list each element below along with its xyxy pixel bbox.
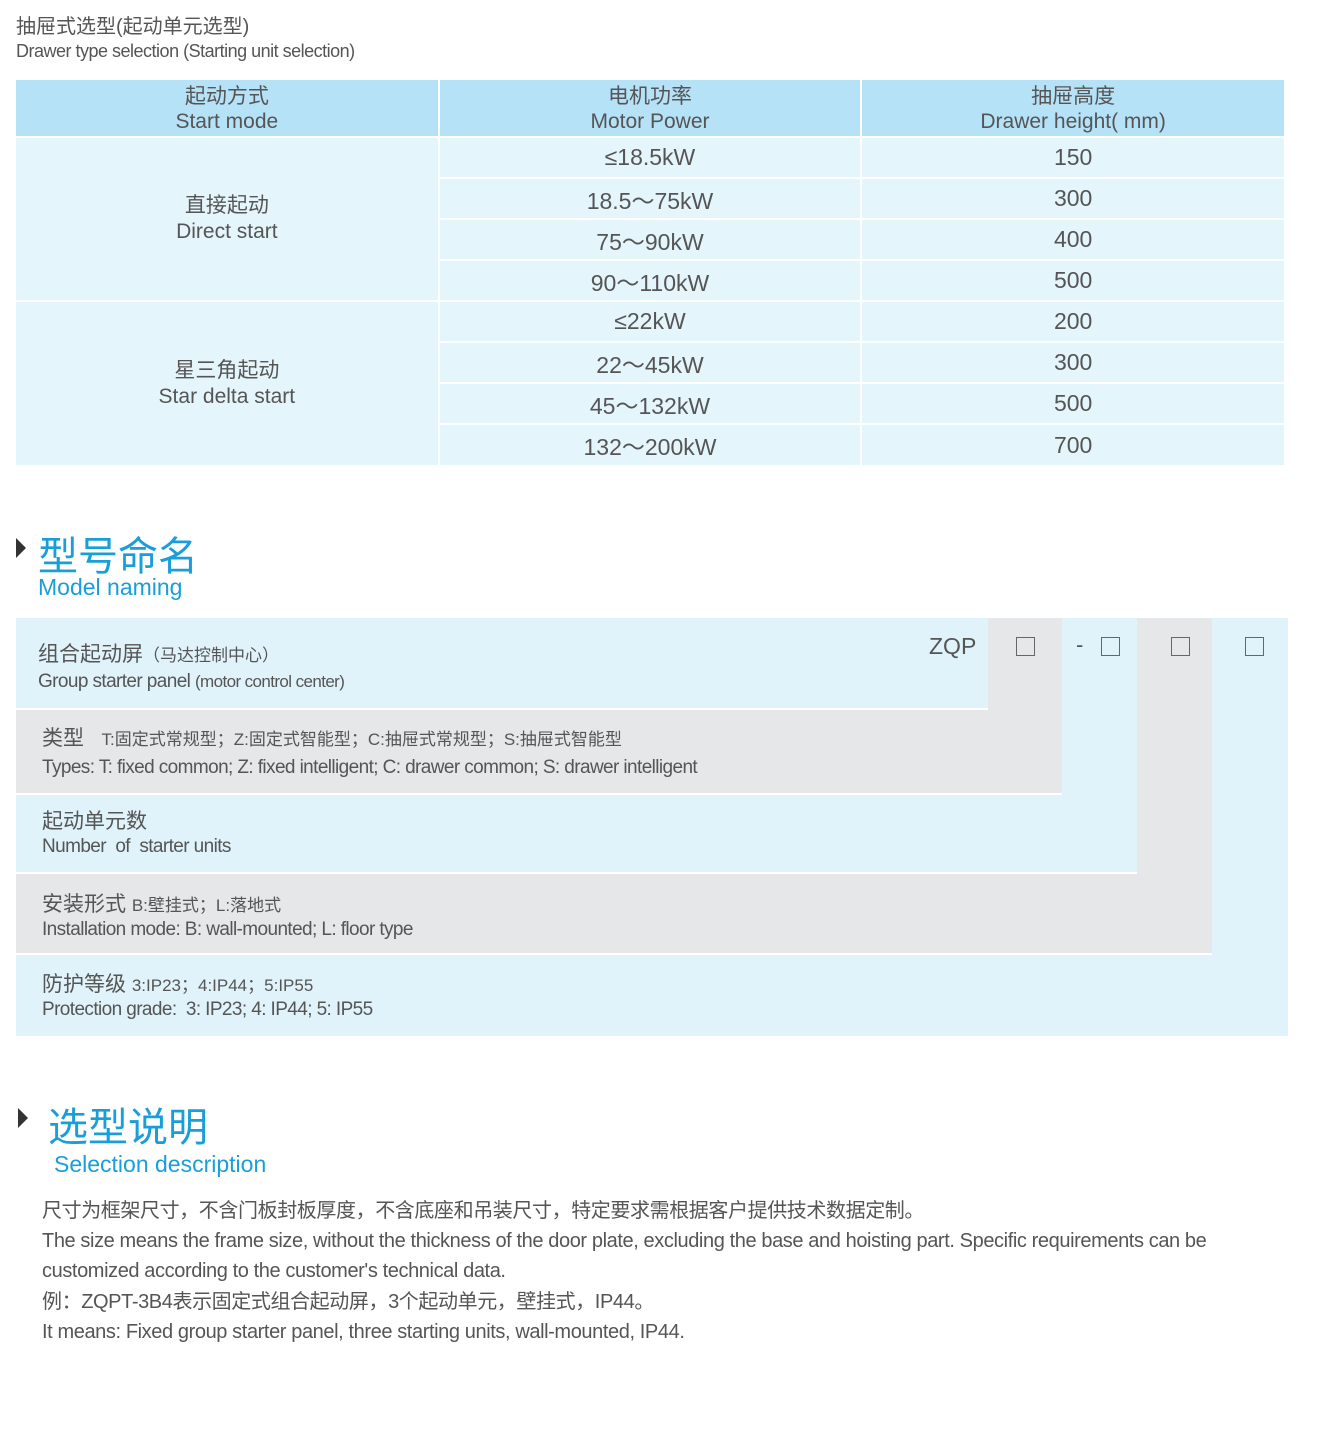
- row-label-en: Types: T: fixed common; Z: fixed intelli…: [42, 757, 698, 778]
- naming-row-panel: 组合起动屏（马达控制中心） Group starter panel (motor…: [16, 618, 988, 708]
- table-row: 45～132kW 500: [16, 382, 1284, 424]
- section-title-en: Drawer type selection (Starting unit sel…: [16, 41, 355, 61]
- row-label-cn: 组合起动屏: [38, 643, 143, 666]
- height-cell: 500: [861, 259, 1284, 301]
- code-prefix: ZQP: [929, 633, 977, 659]
- naming-row-protection: 防护等级 3:IP23；4:IP44；5:IP55 Protection gra…: [16, 955, 1288, 1036]
- table-row: 直接起动 Direct start ≤18.5kW 150: [16, 136, 1284, 301]
- row-note-en: (motor control center): [195, 672, 345, 691]
- code-box-type: [1016, 637, 1035, 656]
- height-cell: 400: [861, 218, 1284, 260]
- example-text-cn: 例：ZQPT-3B4表示固定式组合起动屏，3个起动单元，壁挂式，IP44。: [42, 1291, 654, 1313]
- table-row: 132～200kW 700: [16, 423, 1284, 465]
- start-mode-cell: 直接起动 Direct start: [16, 136, 440, 301]
- row-label-en: Group starter panel: [38, 671, 191, 692]
- drawer-selection-table: 起动方式 Start mode 电机功率 Motor Power 抽屉高度 Drawe…: [16, 80, 1284, 465]
- row-label-en: Installation mode: B: wall-mounted; L: f…: [42, 919, 413, 940]
- selection-subtitle: Selection description: [54, 1151, 267, 1177]
- model-naming-subtitle: Model naming: [38, 574, 183, 600]
- col-drawer-height: 抽屉高度 Drawer height( mm): [861, 80, 1284, 137]
- power-cell: 22～45kW: [438, 341, 863, 383]
- table-row: 18.5～75kW 300: [16, 177, 1284, 219]
- power-cell: 75～90kW: [438, 218, 863, 260]
- example-text-en: It means: Fixed group starter panel, thr…: [42, 1321, 685, 1343]
- code-dash: -: [1076, 632, 1084, 657]
- naming-row-types: 类型 T:固定式常规型；Z:固定式智能型；C:抽屉式常规型；S:抽屉式智能型 T…: [16, 710, 1062, 793]
- row-label-cn: 起动单元数: [42, 810, 147, 833]
- height-cell: 200: [861, 300, 1284, 342]
- naming-row-install: 安装形式 B:壁挂式；L:落地式 Installation mode: B: w…: [16, 874, 1212, 953]
- row-label-en: Protection grade: 3: IP23; 4: IP44; 5: I…: [42, 999, 373, 1020]
- height-cell: 150: [861, 136, 1284, 178]
- table-row: 星三角起动 Star delta start ≤22kW 200: [16, 300, 1284, 465]
- power-cell: 18.5～75kW: [438, 177, 863, 219]
- naming-row-units: 起动单元数 Number of starter units: [16, 795, 1137, 872]
- col-start-mode: 起动方式 Start mode: [16, 80, 440, 137]
- power-cell: ≤22kW: [438, 300, 863, 342]
- table-row: 90～110kW 500: [16, 259, 1284, 301]
- triangle-bullet-icon: [18, 1108, 28, 1128]
- model-naming-title: 型号命名: [38, 535, 198, 579]
- power-cell: 90～110kW: [438, 259, 863, 301]
- power-cell: 132～200kW: [438, 423, 863, 465]
- table-row: 22～45kW 300: [16, 341, 1284, 383]
- code-box-protection: [1245, 637, 1264, 656]
- table-row: 75～90kW 400: [16, 218, 1284, 260]
- code-box-install: [1171, 637, 1190, 656]
- row-note-cn: T:固定式常规型；Z:固定式智能型；C:抽屉式常规型；S:抽屉式智能型: [101, 730, 622, 749]
- height-cell: 500: [861, 382, 1284, 424]
- selection-text-en: The size means the frame size, without t…: [42, 1230, 1207, 1282]
- row-note-cn: （马达控制中心）: [143, 646, 279, 665]
- start-mode-cell: 星三角起动 Star delta start: [16, 300, 440, 465]
- row-note-cn: 3:IP23；4:IP44；5:IP55: [131, 976, 314, 995]
- row-note-cn: B:壁挂式；L:落地式: [131, 896, 282, 915]
- height-cell: 300: [861, 341, 1284, 383]
- row-label-cn: 安装形式: [42, 893, 126, 916]
- col-motor-power: 电机功率 Motor Power: [438, 80, 863, 137]
- section-title-cn: 抽屉式选型(起动单元选型): [16, 16, 250, 38]
- row-label-cn: 防护等级: [42, 973, 126, 996]
- code-box-units: [1101, 637, 1120, 656]
- power-cell: 45～132kW: [438, 382, 863, 424]
- row-label-cn: 类型: [42, 727, 84, 750]
- height-cell: 300: [861, 177, 1284, 219]
- height-cell: 700: [861, 423, 1284, 465]
- row-label-en: Number of starter units: [42, 836, 231, 857]
- power-cell: ≤18.5kW: [438, 136, 863, 178]
- selection-text-cn: 尺寸为框架尺寸，不含门板封板厚度，不含底座和吊装尺寸，特定要求需根据客户提供技术…: [42, 1200, 924, 1222]
- triangle-bullet-icon: [16, 538, 26, 558]
- selection-title: 选型说明: [48, 1106, 208, 1150]
